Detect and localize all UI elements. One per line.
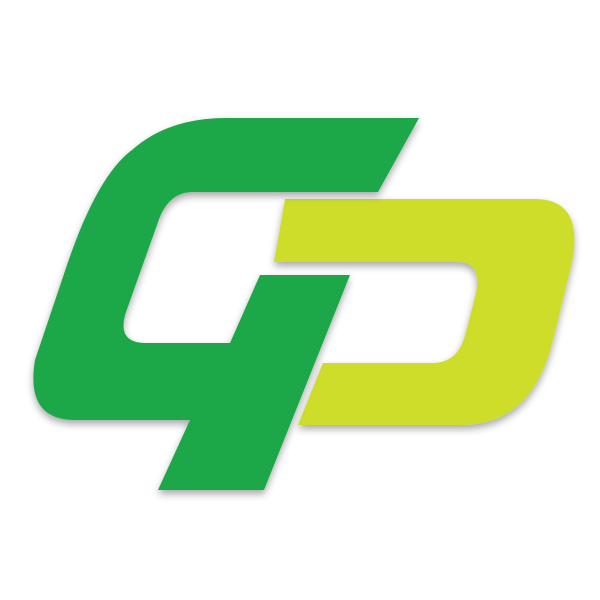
d-letter-shape — [274, 199, 575, 425]
g-letter-shape — [33, 118, 419, 490]
